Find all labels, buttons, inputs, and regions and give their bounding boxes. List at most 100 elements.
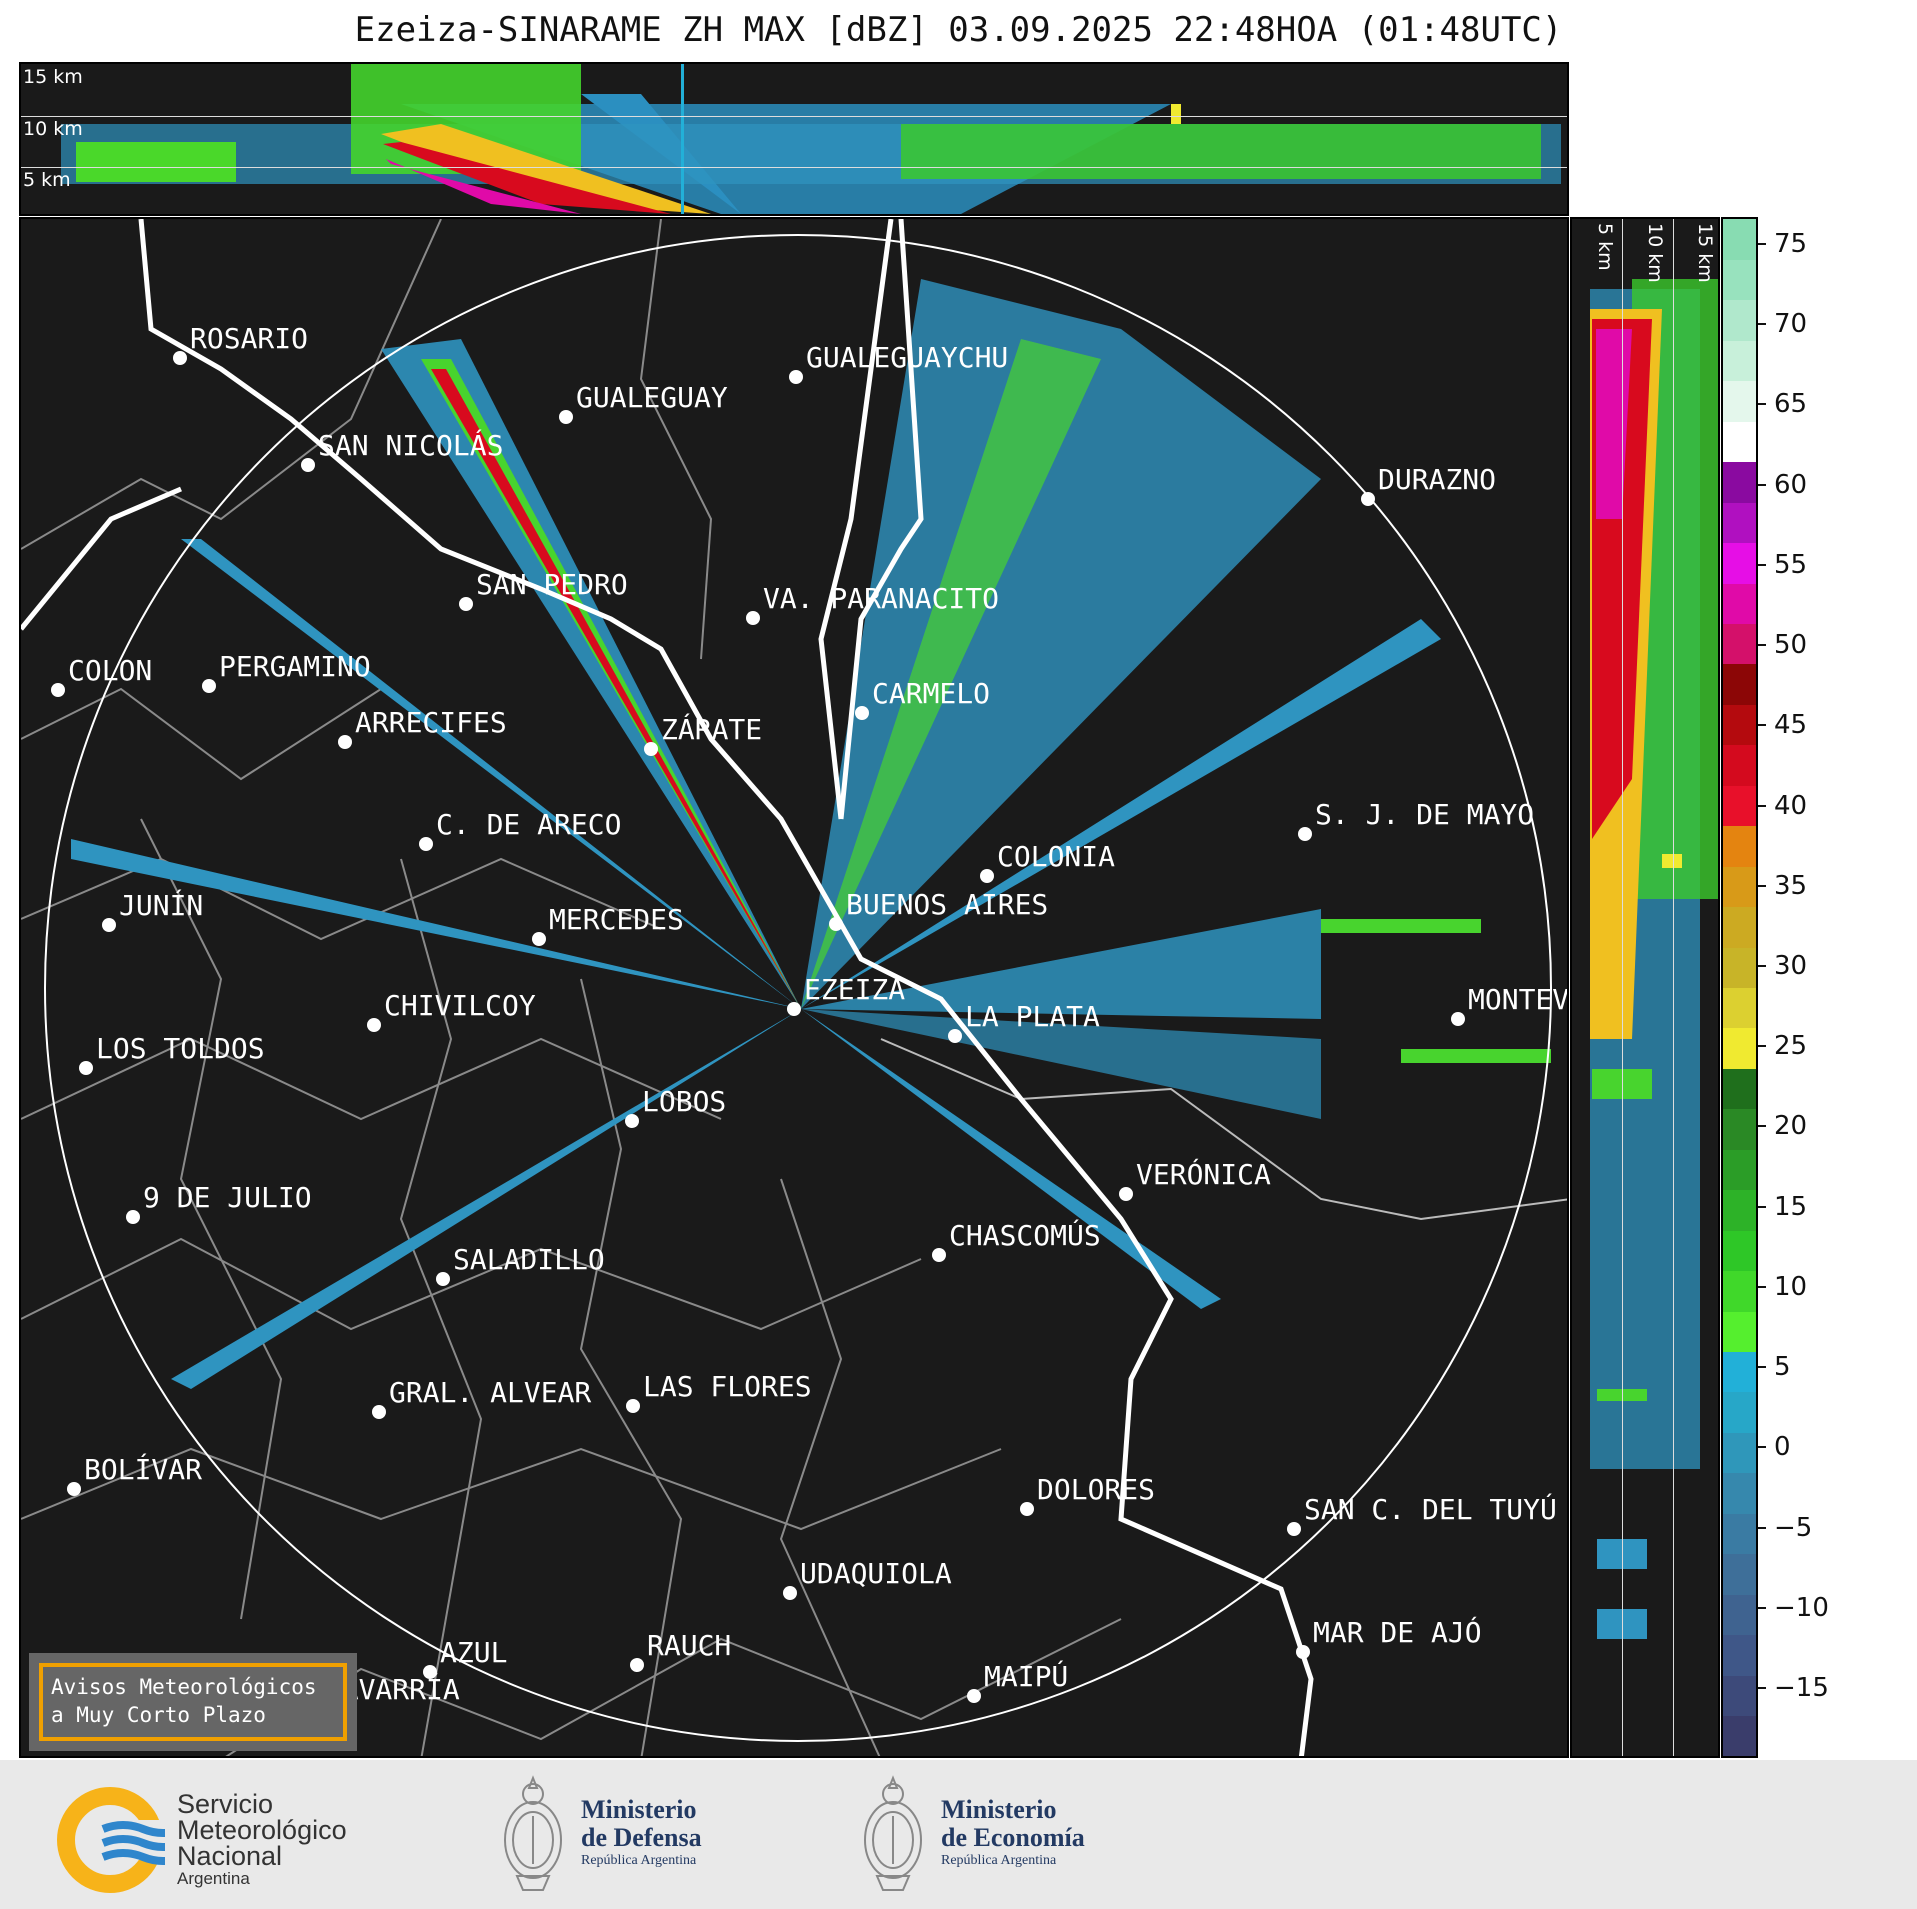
economia-line2: de Economía <box>941 1823 1085 1852</box>
colorbar-band <box>1723 987 1756 1029</box>
colorbar-band <box>1723 299 1756 341</box>
city-label: SAN NICOLÁS <box>318 429 504 462</box>
city-label: ROSARIO <box>190 322 309 355</box>
colorbar-tick-label: 5 <box>1774 1352 1791 1383</box>
colorbar-tick-mark <box>1758 243 1766 245</box>
colorbar-tick-mark <box>1758 563 1766 566</box>
city-label: MAIPÚ <box>984 1660 1069 1693</box>
height-label-15km: 15 km <box>23 66 83 88</box>
defensa-line3: República Argentina <box>581 1853 697 1868</box>
colorbar-tick-label: 70 <box>1774 309 1808 340</box>
dbz-colorbar <box>1721 217 1758 1758</box>
city-label: VA. PARANACITO <box>763 582 1000 615</box>
colorbar-band <box>1723 1189 1756 1231</box>
colorbar-tick-label: 30 <box>1774 951 1808 981</box>
colorbar-tick-label: 75 <box>1774 229 1808 259</box>
city-dot <box>789 370 803 384</box>
city-label: UDAQUIOLA <box>800 1557 952 1590</box>
colorbar-tick-mark <box>1758 965 1766 967</box>
avisos-badge[interactable]: Avisos Meteorológicos a Muy Corto Plazo <box>29 1653 357 1751</box>
smn-emblem-icon <box>57 1787 165 1893</box>
colorbar-tick-mark <box>1758 1285 1766 1288</box>
smn-line2: Meteorológico <box>177 1815 347 1845</box>
radar-echoes <box>71 279 1551 1389</box>
economia-logo[interactable]: Ministerio de Economía República Argenti… <box>855 1772 1125 1900</box>
colorbar-tick-label: 25 <box>1774 1031 1808 1062</box>
colorbar-tick-label: 0 <box>1774 1432 1791 1463</box>
city-dot <box>625 1114 639 1128</box>
city-dot <box>436 1272 450 1286</box>
city-dot <box>1296 1645 1310 1659</box>
colorbar-tick-label: 20 <box>1774 1111 1808 1142</box>
city-dot <box>79 1061 93 1075</box>
city-label: BUENOS AIRES <box>846 888 1049 921</box>
city-label: EZEIZA <box>804 973 906 1006</box>
colorbar-tick-label: 60 <box>1774 469 1808 500</box>
top-cross-section-echoes <box>61 64 1561 214</box>
colorbar-band <box>1723 219 1756 260</box>
dbz-colorbar-ticks: 75 70 65 60 55 50 45 40 35 30 25 20 15 10 5 0 −5 −10 −15 <box>1758 217 1878 1758</box>
city-dot <box>532 932 546 946</box>
city-dot <box>202 679 216 693</box>
height-line-10km <box>21 116 1567 117</box>
colorbar-band <box>1723 1108 1756 1150</box>
height-label-10km-vertical: 10 km <box>1644 223 1666 283</box>
colorbar-tick-label: 40 <box>1774 790 1808 821</box>
height-label-5km: 5 km <box>23 169 71 191</box>
city-dot <box>855 706 869 720</box>
colorbar-band <box>1723 744 1756 786</box>
city-label: LOS TOLDOS <box>96 1032 265 1065</box>
colorbar-band <box>1723 1391 1756 1433</box>
city-label: ARRECIFES <box>355 706 507 739</box>
city-dot <box>829 917 843 931</box>
city-label: S. J. DE MAYO <box>1315 798 1535 831</box>
city-label: VERÓNICA <box>1136 1158 1271 1191</box>
colorbar-band <box>1723 866 1756 908</box>
city-label: SAN PEDRO <box>476 568 628 601</box>
colorbar-tick-mark <box>1758 724 1766 727</box>
colorbar-tick-mark <box>1758 1205 1766 1208</box>
colorbar-band <box>1723 1230 1756 1272</box>
colorbar-tick-label: 35 <box>1774 870 1808 901</box>
colorbar-tick-label: 50 <box>1774 630 1808 661</box>
coat-of-arms-icon <box>504 1775 562 1891</box>
city-dot <box>559 410 573 424</box>
city-label: SAN C. DEL TUYÚ <box>1304 1493 1557 1526</box>
city-dot <box>419 837 433 851</box>
city-dot <box>51 683 65 697</box>
colorbar-tick-label: 55 <box>1774 549 1808 580</box>
city-dot <box>1287 1522 1301 1536</box>
colorbar-band <box>1723 906 1756 948</box>
smn-line1: Servicio <box>177 1789 274 1819</box>
city-dot <box>967 1689 981 1703</box>
radar-map[interactable]: ROSARIO GUALEGUAYCHU GUALEGUAY SAN NICOL… <box>19 217 1569 1758</box>
city-label: LA PLATA <box>965 1000 1100 1033</box>
colorbar-tick-label: −5 <box>1774 1512 1813 1543</box>
colorbar-band <box>1723 1634 1756 1676</box>
colorbar-band <box>1723 1513 1756 1555</box>
colorbar-band <box>1723 380 1756 422</box>
colorbar-band <box>1723 1553 1756 1595</box>
city-dot <box>948 1029 962 1043</box>
colorbar-tick-mark <box>1758 1526 1766 1529</box>
avisos-line1: Avisos Meteorológicos <box>51 1675 317 1699</box>
colorbar-band <box>1723 259 1756 301</box>
city-label: PERGAMINO <box>219 650 371 683</box>
city-dot <box>173 351 187 365</box>
city-label: CHASCOMÚS <box>949 1219 1101 1252</box>
map-title: Ezeiza-SINARAME ZH MAX [dBZ] 03.09.2025 … <box>354 10 1563 50</box>
colorbar-band <box>1723 947 1756 988</box>
defensa-logo[interactable]: Ministerio de Defensa República Argentin… <box>495 1772 755 1900</box>
height-line-10km-vertical <box>1673 219 1674 1756</box>
city-dot <box>626 1399 640 1413</box>
city-label: LAS FLORES <box>643 1370 812 1403</box>
city-dot <box>932 1248 946 1262</box>
city-dot <box>126 1210 140 1224</box>
colorbar-tick-mark <box>1758 1125 1766 1128</box>
radar-map-graphics <box>21 219 1567 1756</box>
colorbar-band <box>1723 623 1756 665</box>
colorbar-tick-label: 15 <box>1774 1191 1808 1222</box>
smn-logo[interactable]: Servicio Meteorológico Nacional Argentin… <box>55 1785 395 1895</box>
height-line-5km-vertical <box>1622 219 1623 1756</box>
right-cross-section-echoes <box>1590 279 1718 1639</box>
